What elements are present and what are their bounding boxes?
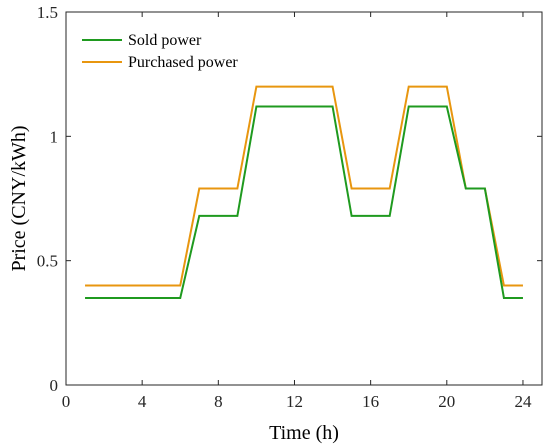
y-axis-label: Price (CNY/kWh) bbox=[8, 125, 30, 271]
series-line-sold-power bbox=[85, 105, 523, 299]
series-line-purchased-power bbox=[85, 85, 523, 287]
x-tick-label: 12 bbox=[286, 392, 303, 411]
y-ticks: 0 0.5 1 1.5 bbox=[37, 3, 542, 395]
legend: Sold power Purchased power bbox=[82, 32, 238, 71]
y-tick-label: 0.5 bbox=[37, 252, 58, 271]
x-tick-label: 16 bbox=[362, 392, 379, 411]
x-tick-label: 20 bbox=[438, 392, 455, 411]
plot-frame bbox=[65, 11, 543, 386]
y-tick-label: 0 bbox=[50, 376, 59, 395]
x-tick-label: 24 bbox=[514, 392, 532, 411]
x-tick-label: 8 bbox=[214, 392, 223, 411]
y-tick-label: 1 bbox=[50, 127, 59, 146]
x-tick-label: 0 bbox=[62, 392, 71, 411]
series-layer bbox=[85, 85, 523, 299]
y-tick-label: 1.5 bbox=[37, 3, 58, 22]
x-axis-label: Time (h) bbox=[269, 422, 339, 444]
legend-label: Purchased power bbox=[128, 54, 238, 71]
x-tick-label: 4 bbox=[138, 392, 147, 411]
x-ticks: 0 4 8 12 16 20 24 bbox=[62, 12, 532, 411]
legend-label: Sold power bbox=[128, 32, 202, 49]
